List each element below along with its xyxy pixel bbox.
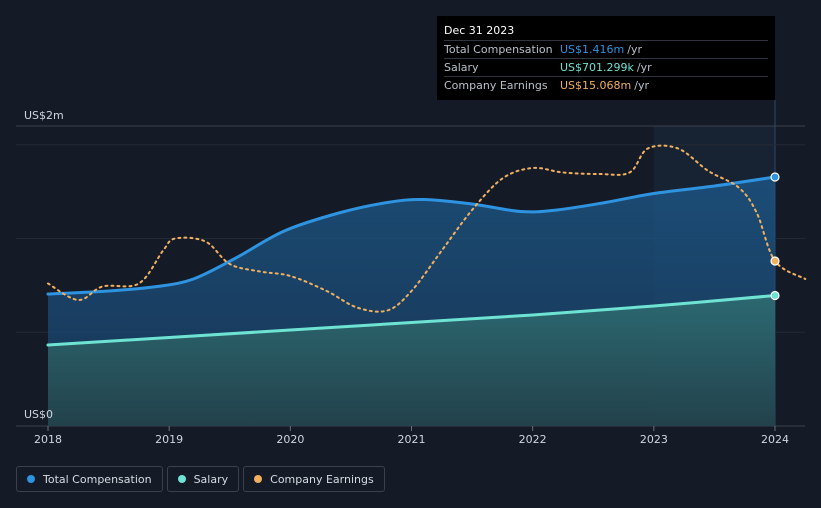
salary-marker <box>770 290 780 301</box>
axes: US$0 US$2m 2018 2019 2020 2021 2022 2023 2024 <box>24 109 789 446</box>
legend-item-salary[interactable]: Salary <box>166 466 240 492</box>
tooltip-row-salary: Salary US$701.299k /yr <box>444 58 768 76</box>
tooltip-unit: /yr <box>627 43 642 56</box>
salary-area <box>48 295 775 426</box>
y-tick-label: US$0 <box>24 408 53 421</box>
tooltip-unit: /yr <box>636 61 652 74</box>
salary-line <box>46 294 777 347</box>
company-earnings-marker <box>770 256 780 266</box>
tooltip-value: US$701.299k <box>560 61 634 74</box>
legend-dot-icon <box>177 475 186 483</box>
legend-label: Salary <box>193 472 229 486</box>
x-tick-label: 2022 <box>519 433 547 446</box>
legend-item-total-compensation[interactable]: Total Compensation <box>16 466 163 492</box>
tooltip-row-company-earnings: Company Earnings US$15.068m /yr <box>444 76 768 94</box>
tooltip: Dec 31 2023 Total Compensation US$1.416m… <box>437 16 775 100</box>
x-tick-label: 2018 <box>34 433 62 446</box>
tooltip-label: Company Earnings <box>444 79 548 92</box>
legend-label: Total Compensation <box>43 472 152 486</box>
tooltip-label: Total Compensation <box>444 43 553 56</box>
x-tick-label: 2020 <box>276 433 304 446</box>
legend-dot-icon <box>254 475 263 483</box>
tooltip-row-total-compensation: Total Compensation US$1.416m /yr <box>444 40 768 58</box>
series-lines <box>46 144 807 347</box>
x-tick-label: 2021 <box>398 433 426 446</box>
x-tick-label: 2023 <box>640 433 668 446</box>
total-compensation-line <box>46 175 777 296</box>
x-tick-label: 2024 <box>761 433 789 446</box>
total-compensation-marker <box>770 172 780 182</box>
x-tick-label: 2019 <box>155 433 183 446</box>
legend: Total Compensation Salary Company Earnin… <box>16 466 385 492</box>
tooltip-value: US$15.068m <box>560 79 632 92</box>
legend-label: Company Earnings <box>270 472 374 486</box>
tooltip-value: US$1.416m <box>560 43 625 56</box>
legend-dot-icon <box>27 475 35 483</box>
company-earnings-line <box>47 144 807 313</box>
tooltip-label: Salary <box>444 61 479 74</box>
series-markers <box>770 172 780 301</box>
series-areas <box>48 177 775 426</box>
tooltip-unit: /yr <box>634 79 649 92</box>
tooltip-date: Dec 31 2023 <box>444 24 515 37</box>
y-tick-label: US$2m <box>24 109 64 122</box>
legend-item-company-earnings[interactable]: Company Earnings <box>243 466 385 492</box>
